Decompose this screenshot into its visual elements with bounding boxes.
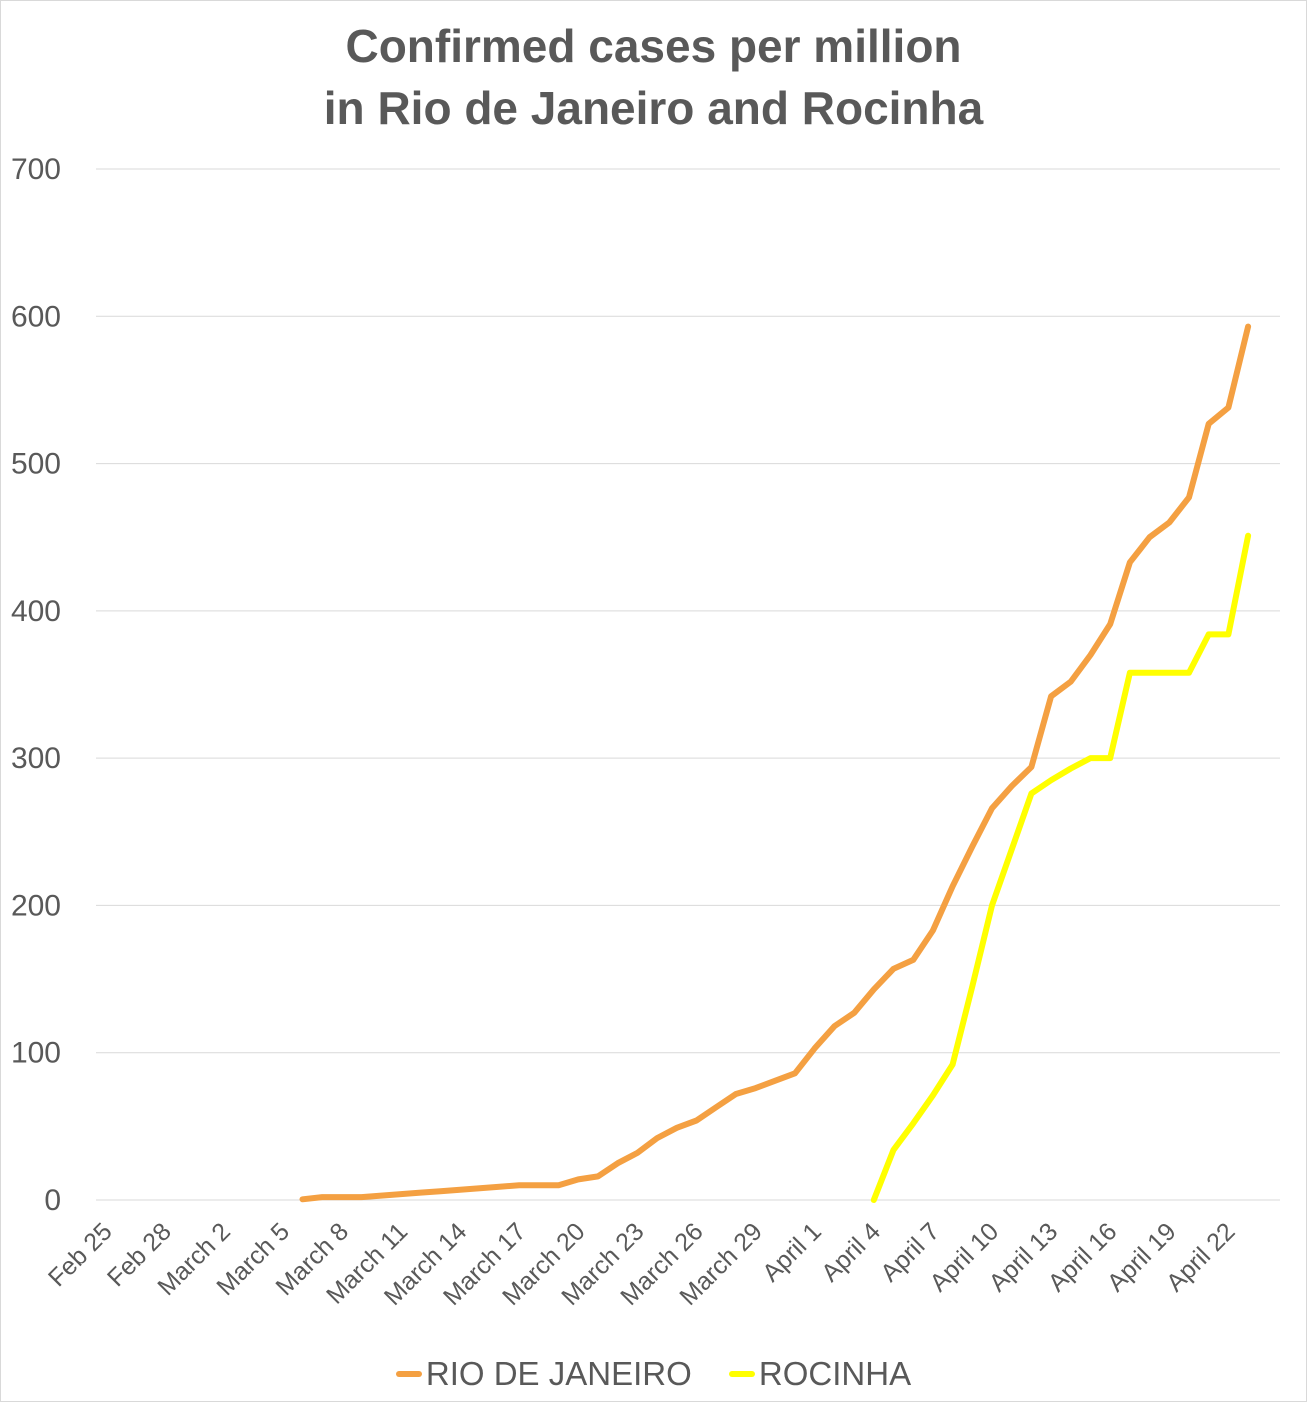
legend-label-rio: RIO DE JANEIRO bbox=[425, 1355, 692, 1392]
y-tick-label: 400 bbox=[11, 595, 61, 628]
y-tick-label: 300 bbox=[11, 742, 61, 775]
series-lines bbox=[299, 323, 1252, 1203]
legend-item-rio: RIO DE JANEIRO bbox=[395, 1355, 692, 1393]
y-axis-ticks: 0 100 200 300 400 500 600 700 bbox=[11, 153, 61, 1217]
y-tick-label: 700 bbox=[11, 153, 61, 186]
chart-title: Confirmed cases per million in Rio de Ja… bbox=[1, 15, 1306, 139]
y-tick-label: 0 bbox=[44, 1184, 61, 1217]
y-tick-label: 600 bbox=[11, 300, 61, 333]
series-line-rocinha bbox=[870, 532, 1252, 1203]
x-tick-label: April 1 bbox=[757, 1217, 827, 1287]
legend-swatch-rocinha bbox=[728, 1371, 755, 1377]
legend-label-rocinha: ROCINHA bbox=[758, 1355, 912, 1392]
y-tick-label: 500 bbox=[11, 448, 61, 481]
y-tick-label: 100 bbox=[11, 1037, 61, 1070]
legend-swatch-rio bbox=[395, 1371, 422, 1377]
chart-title-line-2: in Rio de Janeiro and Rocinha bbox=[323, 82, 984, 134]
grid-lines bbox=[96, 168, 1280, 1201]
legend: RIO DE JANEIRO ROCINHA bbox=[1, 1347, 1306, 1393]
chart-title-line-1: Confirmed cases per million bbox=[345, 20, 962, 72]
y-tick-label: 200 bbox=[11, 889, 61, 922]
legend-item-rocinha: ROCINHA bbox=[728, 1355, 912, 1393]
x-tick-label: Feb 25 bbox=[43, 1217, 118, 1292]
series-line-rio-de-janeiro bbox=[299, 323, 1252, 1203]
x-tick-label: April 4 bbox=[816, 1217, 886, 1287]
